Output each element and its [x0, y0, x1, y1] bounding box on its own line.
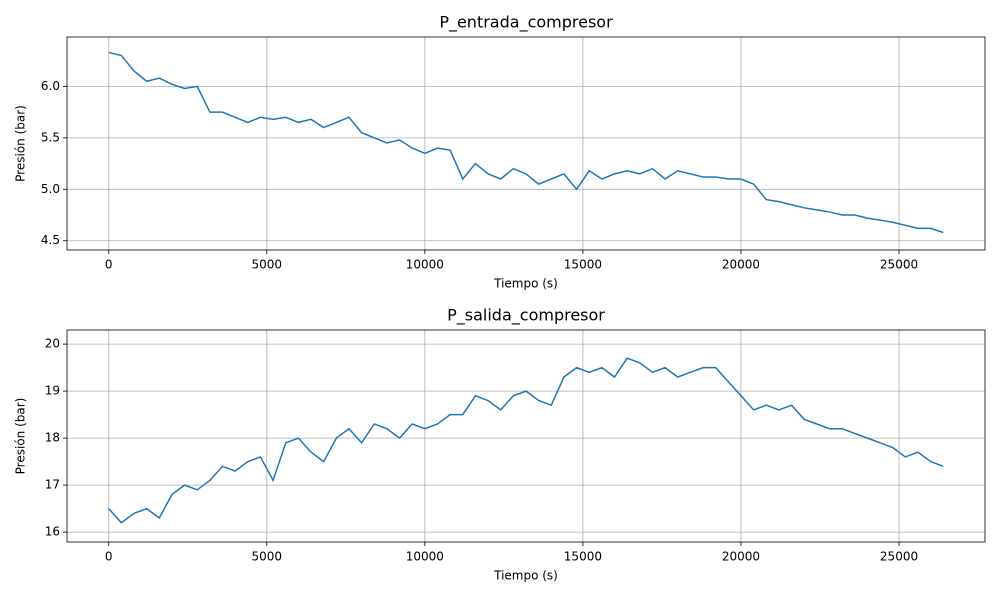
y-tick-label: 20 [45, 337, 60, 351]
y-tick-label: 5.0 [41, 182, 60, 196]
x-tick-label: 15000 [564, 550, 602, 564]
x-tick-label: 20000 [722, 550, 760, 564]
x-tick-label: 0 [105, 258, 113, 272]
y-tick-label: 6.0 [41, 79, 60, 93]
x-axis-label: Tiempo (s) [493, 569, 558, 583]
x-tick-label: 5000 [252, 550, 283, 564]
x-tick-label: 15000 [564, 258, 602, 272]
x-tick-label: 25000 [880, 550, 918, 564]
y-axis-label: Presión (bar) [14, 105, 28, 182]
chart-title: P_entrada_compresor [439, 13, 613, 33]
y-tick-label: 17 [45, 478, 60, 492]
chart-title: P_salida_compresor [447, 306, 605, 326]
x-tick-label: 0 [105, 550, 113, 564]
x-tick-label: 20000 [722, 258, 760, 272]
data-line [108, 357, 944, 524]
y-tick-label: 5.5 [41, 130, 60, 144]
y-tick-label: 16 [45, 525, 60, 539]
axes-frame [66, 36, 986, 251]
y-axis-label: Presión (bar) [14, 398, 28, 475]
x-tick-label: 25000 [880, 258, 918, 272]
x-tick-label: 10000 [406, 258, 444, 272]
y-tick-label: 18 [45, 431, 60, 445]
x-tick-label: 10000 [406, 550, 444, 564]
axes-frame [66, 329, 986, 543]
y-tick-label: 19 [45, 384, 60, 398]
data-line [108, 51, 944, 234]
y-tick-label: 4.5 [41, 233, 60, 247]
x-tick-label: 5000 [252, 258, 283, 272]
x-axis-label: Tiempo (s) [493, 277, 558, 291]
